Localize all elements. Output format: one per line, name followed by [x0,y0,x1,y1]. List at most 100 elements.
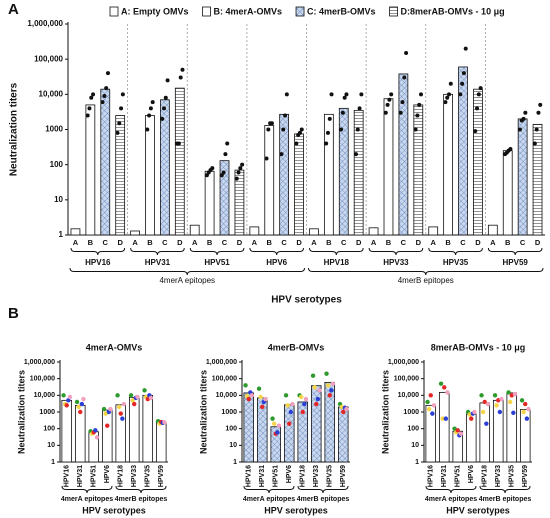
data-point [279,152,284,157]
data-point [315,396,321,402]
data-point [438,381,444,386]
x-tick-label: HPV51 [204,258,230,267]
data-point [115,393,120,398]
group-brace [297,485,349,494]
data-point [344,406,349,412]
data-point [445,95,450,100]
data-point [389,92,394,97]
x-tick-label: HPV6 [286,465,293,483]
data-point [249,393,255,398]
y-axis-label: Neutralization titers [16,370,26,454]
data-point [101,406,107,412]
data-point [359,92,364,97]
data-point [142,388,147,393]
data-point [480,409,486,415]
group-label: 4merA epitopes [425,496,477,503]
data-point [148,106,153,111]
bar [243,392,255,463]
bar [337,406,349,463]
data-point [425,399,430,405]
data-point [428,393,433,398]
x-tick-label: HPV51 [273,465,280,487]
legend-label: B: 4merA-OMVs [214,6,283,16]
group-label: 4merB epitopes [479,496,532,503]
subcategory-label: C [401,238,407,247]
bar [309,228,319,236]
data-point [476,92,481,97]
bar [115,115,126,236]
subcategory-label: A [371,238,377,247]
data-point [494,403,499,408]
category-brace [249,247,304,256]
data-point [324,371,329,376]
data-point [506,390,511,395]
y-tick-label: 1,000,000 [206,359,237,366]
x-tick-label: HPV31 [259,465,266,487]
data-point [115,130,120,135]
group-brace [425,485,477,494]
y-tick-label: 100 [43,426,55,433]
data-point [287,421,292,426]
data-point [275,430,280,435]
panel-label: B [8,305,19,322]
data-point [283,393,289,398]
bar [473,88,483,236]
data-point [312,385,317,390]
group-brace [115,485,167,494]
legend-label: C: 4merB-OMVs [307,6,376,16]
data-point [283,113,288,118]
data-point [234,176,239,181]
y-tick-label: 1000 [403,409,419,416]
bar [323,113,334,236]
data-point [243,383,248,388]
x-tick-label: HPV33 [131,465,138,487]
x-axis-label: HPV serotypes [446,505,510,515]
chart-title: 4merA-OMVs [86,342,143,352]
data-point [339,127,344,132]
group-brace [61,485,113,494]
y-tick-label: 1,000,000 [27,19,63,28]
y-tick-label: 1 [415,459,419,466]
data-point [430,411,435,416]
data-point [104,86,109,91]
data-point [85,113,90,118]
data-point [400,100,405,105]
group-brace [69,267,305,276]
x-tick-label: HPV6 [468,465,475,483]
subcategory-label: A [192,238,198,247]
data-point [78,409,83,415]
x-tick-label: HPV18 [300,465,307,487]
data-point [119,106,124,111]
data-point [117,121,122,126]
bar [458,66,468,236]
data-point [469,416,474,421]
legend-label: D:8merAB-OMVs - 10 μg [401,6,505,16]
data-point [463,46,468,51]
bar [234,169,245,236]
data-point [264,156,269,161]
y-axis-label: Neutralization titers [9,82,20,176]
data-point [210,166,215,171]
data-point [67,394,73,400]
bar [155,421,167,463]
data-point [532,141,537,146]
data-point [221,170,226,175]
data-point [79,401,85,407]
data-point [442,385,447,390]
data-point [270,416,275,421]
bar [85,104,96,236]
data-point [297,130,302,135]
subcategory-label: C [460,238,466,247]
data-point [271,421,277,426]
x-axis-label: HPV serotypes [271,295,342,306]
data-point [448,81,453,86]
data-point [120,92,125,97]
data-point [61,393,66,398]
data-point [511,410,516,415]
data-point [105,71,110,76]
data-point [426,406,432,412]
subcategory-label: A [311,238,317,247]
data-point [324,141,329,146]
y-tick-label: 1 [59,230,64,239]
data-point [387,97,392,102]
